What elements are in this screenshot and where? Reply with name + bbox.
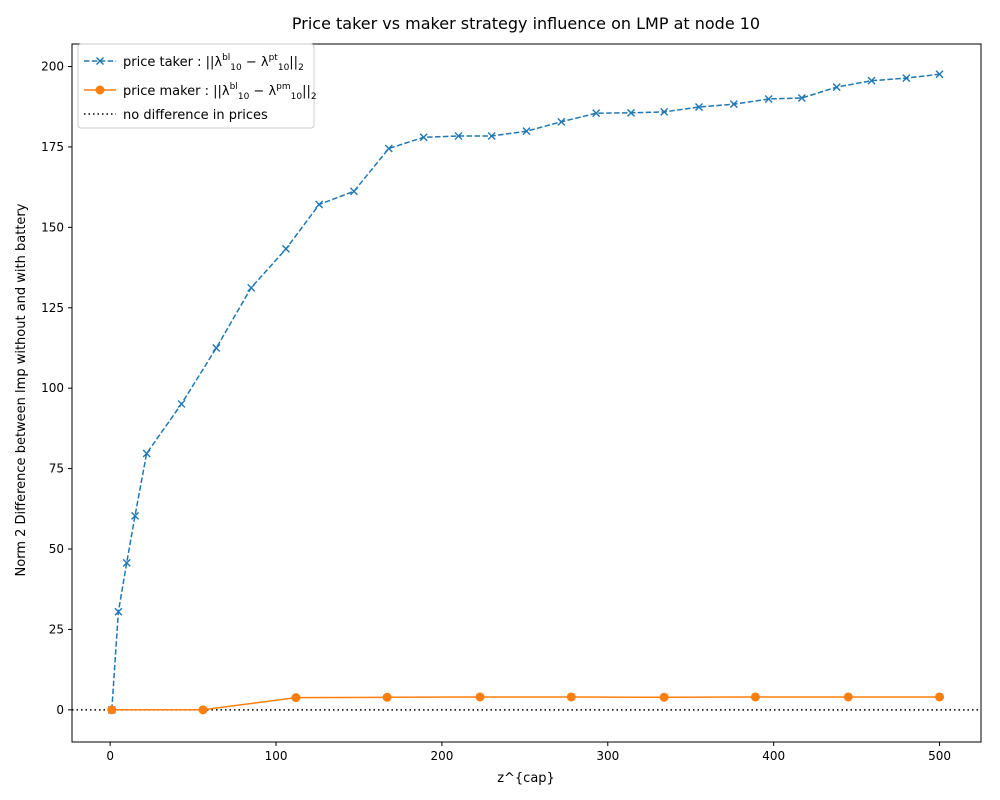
price-taker-point bbox=[142, 449, 151, 458]
legend-box bbox=[77, 43, 315, 129]
x-tick-label: 0 bbox=[106, 749, 114, 763]
price-maker-point bbox=[382, 692, 392, 702]
price-taker-point bbox=[212, 343, 221, 352]
x-tick-label: 400 bbox=[762, 749, 785, 763]
y-tick-label: 150 bbox=[41, 220, 64, 234]
legend-label: price maker : ||λbl10 − λpm10||2 bbox=[123, 82, 317, 102]
legend-taker-marker bbox=[96, 57, 104, 65]
chart-title: Price taker vs maker strategy influence … bbox=[292, 14, 760, 33]
price-taker-point bbox=[177, 399, 186, 408]
price-taker-point bbox=[247, 283, 256, 292]
price-taker-point bbox=[729, 100, 738, 109]
price-taker-point bbox=[487, 131, 496, 140]
price-maker-point bbox=[566, 692, 576, 702]
price-maker-point bbox=[935, 692, 945, 702]
y-tick-label: 25 bbox=[49, 622, 64, 636]
legend: price taker : ||λbl10 − λpt10||2 price ma… bbox=[77, 43, 317, 129]
price-maker-point bbox=[198, 705, 208, 715]
price-taker-point bbox=[902, 74, 911, 83]
price-taker-point bbox=[315, 200, 324, 209]
y-tick-label: 100 bbox=[41, 381, 64, 395]
x-axis-label: z^{cap} bbox=[497, 771, 555, 786]
legend-label: no difference in prices bbox=[123, 108, 268, 123]
price-taker-point bbox=[660, 107, 669, 116]
y-tick-label: 0 bbox=[56, 703, 64, 717]
price-taker-point bbox=[627, 108, 635, 117]
x-tick-label: 500 bbox=[928, 749, 951, 763]
plot-area-frame bbox=[71, 43, 982, 743]
price-taker-point bbox=[281, 244, 290, 253]
price-maker-point bbox=[107, 705, 117, 715]
price-taker-point bbox=[131, 511, 140, 520]
price-taker-point bbox=[867, 76, 876, 85]
price-taker-point bbox=[114, 607, 123, 616]
y-axis-label: Norm 2 Difference between lmp without an… bbox=[14, 203, 29, 576]
price-taker-point bbox=[695, 103, 704, 112]
y-tick-label: 50 bbox=[49, 542, 64, 556]
price-maker-point bbox=[750, 692, 760, 702]
legend-label: price taker : ||λbl10 − λpt10||2 bbox=[123, 53, 304, 73]
price-maker-point bbox=[843, 692, 853, 702]
price-taker-point bbox=[384, 144, 393, 153]
price-taker-point bbox=[122, 558, 131, 567]
price-taker-point bbox=[454, 131, 463, 140]
price-maker-point bbox=[291, 693, 301, 703]
price-taker-point bbox=[419, 133, 428, 142]
price-maker-point bbox=[659, 692, 669, 702]
price-taker-point bbox=[522, 127, 531, 136]
axis-ticks: 0 100 200 300 400 500 0 25 50 75 100 125 150 175 200 bbox=[41, 60, 951, 763]
x-tick-label: 200 bbox=[430, 749, 453, 763]
y-tick-label: 175 bbox=[41, 140, 64, 154]
y-tick-label: 75 bbox=[49, 462, 64, 476]
y-tick-label: 200 bbox=[41, 60, 64, 74]
price-maker-line bbox=[111, 696, 940, 711]
price-taker-point bbox=[935, 70, 944, 79]
price-taker-point bbox=[797, 94, 806, 103]
plot-series bbox=[72, 70, 981, 715]
price-taker-line bbox=[111, 73, 940, 710]
legend-maker-marker bbox=[95, 85, 105, 95]
price-taker-point bbox=[557, 117, 566, 126]
x-tick-label: 300 bbox=[596, 749, 619, 763]
price-taker-point bbox=[832, 83, 841, 92]
price-maker-point bbox=[475, 692, 485, 702]
price-taker-point bbox=[764, 95, 773, 103]
price-taker-point bbox=[592, 109, 601, 118]
price-taker-point bbox=[349, 187, 358, 196]
x-tick-label: 100 bbox=[265, 749, 288, 763]
y-tick-label: 125 bbox=[41, 301, 64, 315]
